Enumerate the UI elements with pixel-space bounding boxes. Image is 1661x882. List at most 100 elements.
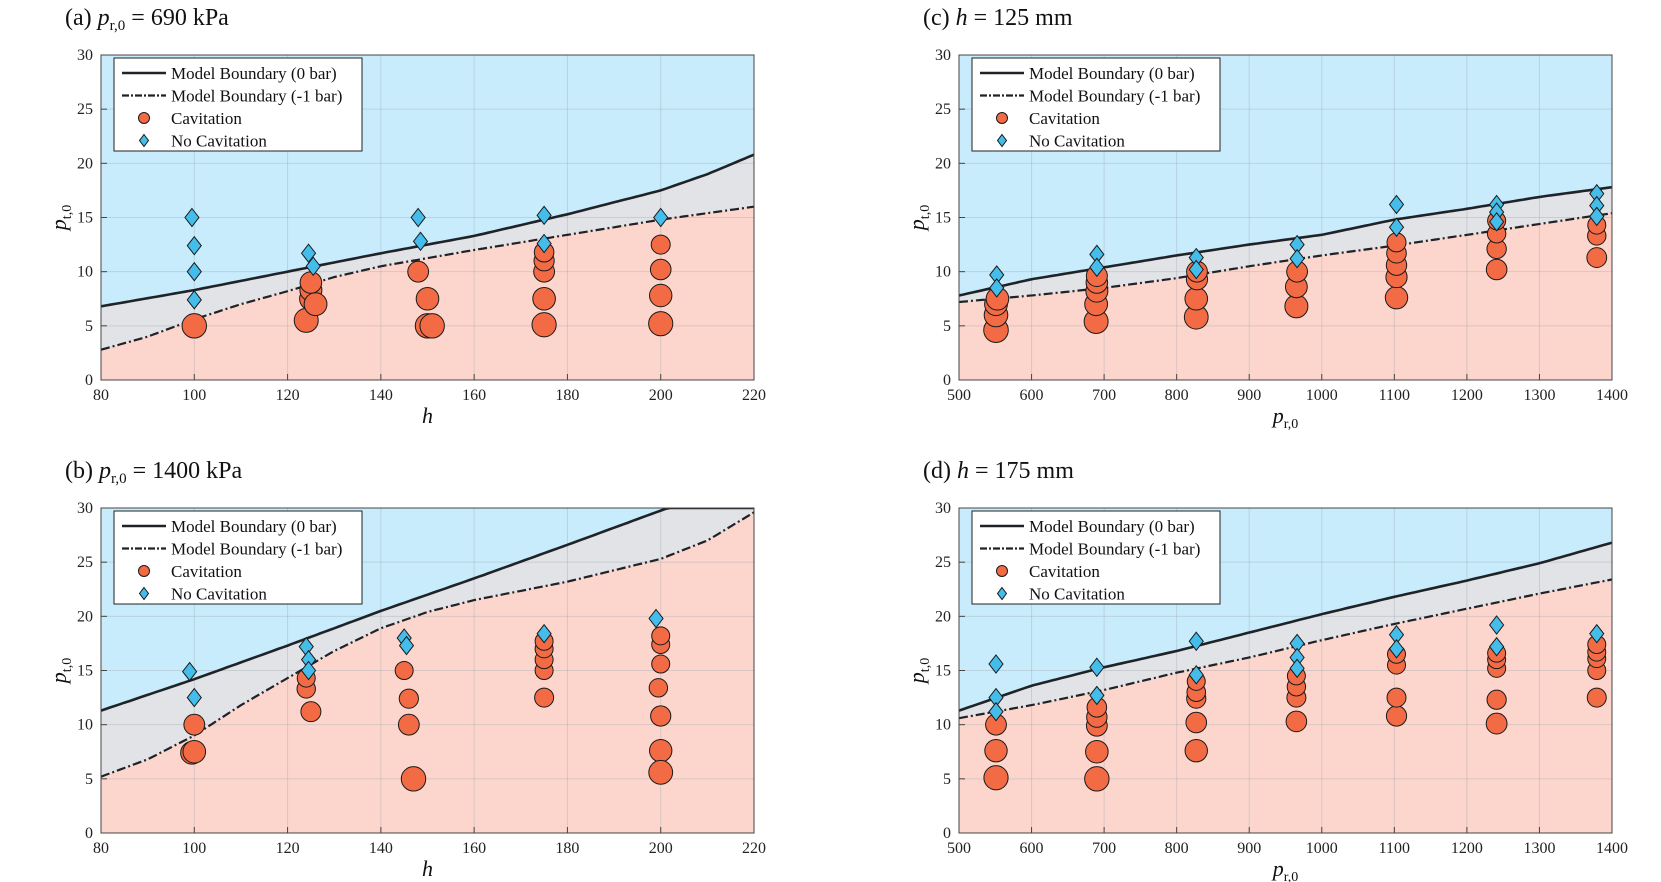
- cavitation-point-1: [984, 738, 1008, 763]
- cavitation-point-9: [400, 766, 427, 792]
- y-tick-label: 25: [935, 101, 951, 118]
- cavitation-region: [959, 213, 1612, 380]
- panel-title: (a) pr,0 = 690 kPa: [65, 5, 229, 34]
- no-cavitation-point-8: [648, 608, 664, 629]
- boundary-0bar-line: [959, 541, 1612, 712]
- no-cavitation-point-9: [1388, 217, 1405, 238]
- x-tick-label: 1400: [1596, 387, 1628, 404]
- y-tick-label: 25: [935, 554, 951, 571]
- cavitation-point-18: [650, 234, 671, 255]
- panel-b: 80 100 120 140 160 180 200 220 0 5 10 15 20 25 30 Model…: [46, 458, 766, 881]
- y-axis-label: pt,0: [46, 205, 75, 232]
- cavitation-point-11: [532, 286, 556, 311]
- y-tick-label: 25: [77, 554, 93, 571]
- legend-circle-swatch: [138, 112, 150, 124]
- no-cavitation-point-7: [1289, 248, 1305, 269]
- x-tick-label: 1000: [1306, 840, 1338, 857]
- no-cavitation-point-0: [181, 661, 198, 682]
- x-tick-label: 220: [742, 840, 766, 857]
- boundary-minus1bar-line: [959, 578, 1612, 720]
- no-cavitation-point-3: [1089, 257, 1105, 278]
- x-tick-label: 80: [93, 840, 109, 857]
- no-cavitation-point-7: [412, 231, 429, 252]
- panel-c: 500 600 700 800 900 1000 1100 1200 1300 1400 0 5 10 1…: [904, 5, 1628, 432]
- y-tick-label: 5: [943, 318, 951, 335]
- x-tick-label: 1200: [1451, 840, 1483, 857]
- legend-label: Cavitation: [171, 109, 242, 128]
- y-axis-label: pt,0: [904, 205, 933, 232]
- cavitation-point-15: [648, 311, 674, 337]
- y-tick-label: 10: [77, 717, 93, 734]
- x-tick-label: 600: [1020, 840, 1044, 857]
- cavitation-point-3: [1084, 766, 1110, 792]
- x-tick-label: 80: [93, 387, 109, 404]
- no-cavitation-point-6: [410, 207, 426, 228]
- x-tick-label: 1300: [1523, 840, 1555, 857]
- y-tick-label: 10: [77, 264, 93, 281]
- no-cavitation-point-6: [1188, 665, 1204, 685]
- cavitation-point-21: [648, 759, 674, 785]
- y-axis-label: pt,0: [46, 658, 75, 685]
- x-tick-label: 1200: [1451, 387, 1483, 404]
- no-cavitation-point-12: [1489, 212, 1505, 232]
- legend-circle-swatch: [138, 565, 150, 577]
- legend-label: No Cavitation: [1029, 585, 1125, 604]
- y-tick-label: 5: [85, 771, 93, 788]
- no-cavitation-point-7: [536, 623, 552, 644]
- cavitation-point-8: [397, 713, 420, 736]
- no-cavitation-point-11: [1388, 639, 1405, 659]
- legend: Model Boundary (0 bar) Model Boundary (-1…: [971, 57, 1221, 152]
- legend-label: No Cavitation: [171, 585, 267, 604]
- legend-label: Cavitation: [171, 562, 242, 581]
- legend-box: [971, 510, 1221, 605]
- cavitation-point-9: [1185, 711, 1208, 734]
- cavitation-point-13: [1284, 294, 1309, 319]
- cavitation-point-5: [300, 701, 322, 723]
- legend-label: Model Boundary (0 bar): [1029, 64, 1195, 83]
- no-cavitation-point-0: [184, 207, 200, 228]
- y-tick-label: 30: [935, 500, 951, 517]
- markers: [983, 183, 1608, 343]
- boundary-minus1bar-line: [101, 205, 754, 351]
- cavitation-point-7: [398, 688, 419, 709]
- no-cavitation-point-1: [989, 278, 1005, 298]
- cavitation-point-5: [303, 292, 328, 317]
- no-cavitation-point-8: [1388, 194, 1405, 215]
- cavitation-point-19: [650, 705, 672, 727]
- x-tick-label: 800: [1165, 840, 1189, 857]
- panel-title: (b) pr,0 = 1400 kPa: [65, 458, 243, 487]
- cavitation-point-16: [649, 283, 673, 308]
- legend-label: Model Boundary (0 bar): [171, 64, 337, 83]
- cavitation-point-0: [181, 313, 207, 339]
- cavitation-point-10: [534, 687, 555, 708]
- cavitation-point-10: [531, 312, 557, 338]
- y-tick-label: 5: [943, 771, 951, 788]
- no-cavitation-point-4: [300, 243, 317, 264]
- x-axis-label: h: [422, 856, 433, 881]
- y-tick-label: 0: [85, 372, 93, 389]
- y-tick-label: 20: [935, 608, 951, 625]
- y-tick-label: 30: [935, 47, 951, 64]
- x-tick-label: 800: [1165, 387, 1189, 404]
- no-cavitation-point-5: [1188, 631, 1204, 652]
- panel-d: 500 600 700 800 900 1000 1100 1200 1300 1400 0 5 10 1…: [904, 458, 1628, 882]
- no-cavitation-point-3: [1089, 657, 1105, 678]
- no-cavitation-point-4: [300, 660, 317, 681]
- y-tick-label: 15: [77, 663, 93, 680]
- legend-label: No Cavitation: [171, 132, 267, 151]
- y-tick-label: 10: [935, 717, 951, 734]
- panel-a: 80 100 120 140 160 180 200 220 0 5 10 15 20 25 30 Model…: [46, 5, 766, 428]
- x-tick-label: 180: [555, 387, 579, 404]
- cavitation-point-16: [651, 654, 671, 674]
- y-tick-label: 0: [943, 825, 951, 842]
- cavitation-point-15: [648, 678, 669, 698]
- cavitation-point-17: [1385, 705, 1408, 727]
- no-cavitation-point-5: [305, 256, 321, 277]
- cavitation-point-18: [1386, 687, 1407, 708]
- x-tick-label: 1400: [1596, 840, 1628, 857]
- y-tick-label: 5: [85, 318, 93, 335]
- legend-circle-swatch: [996, 112, 1008, 124]
- no-cavitation-point-8: [536, 205, 552, 226]
- cavitation-point-13: [1285, 710, 1308, 733]
- y-tick-label: 0: [943, 372, 951, 389]
